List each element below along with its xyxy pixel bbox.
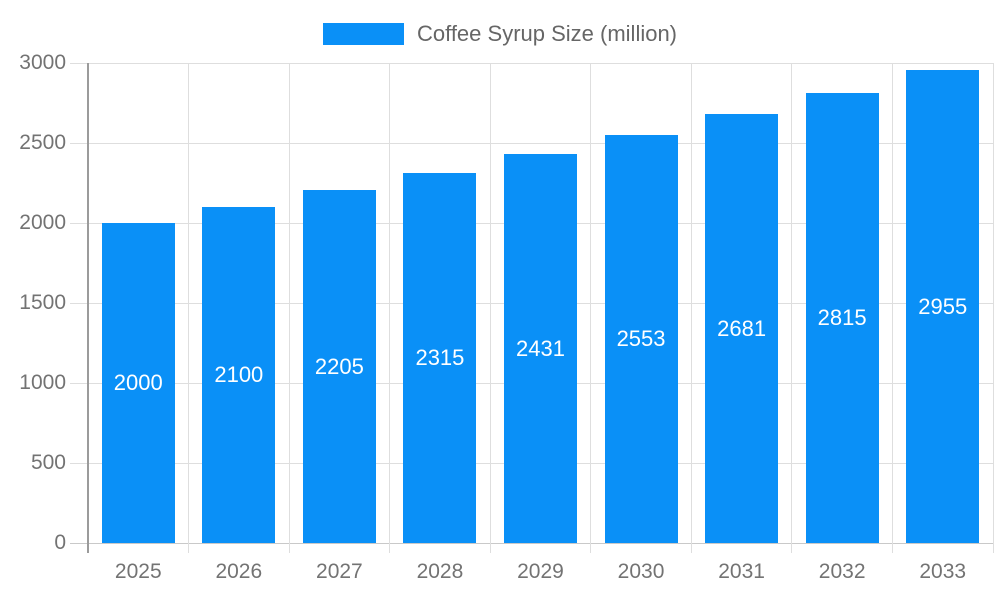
- bar-value-label: 2205: [314, 353, 364, 379]
- bar-2026: [202, 207, 276, 543]
- bar-value-label: 2681: [717, 315, 767, 341]
- bar-2033: [906, 70, 980, 543]
- legend-swatch: [322, 23, 404, 45]
- gridline-vertical: [590, 63, 592, 553]
- gridline-horizontal: [70, 142, 993, 144]
- bar-2030: [604, 134, 678, 543]
- x-tick-label: 2031: [718, 560, 765, 583]
- gridline-vertical: [188, 63, 190, 553]
- gridline-horizontal: [70, 62, 993, 64]
- y-tick-label: 2000: [19, 211, 66, 234]
- x-tick-label: 2033: [919, 560, 967, 583]
- legend-label: Coffee Syrup Size (million): [416, 21, 678, 46]
- x-tick-label: 2028: [416, 560, 464, 583]
- y-tick-label: 500: [30, 451, 66, 474]
- x-tick-label: 2029: [517, 560, 564, 583]
- y-tick-label: 3000: [19, 51, 66, 74]
- bar-2029: [504, 154, 577, 543]
- gridline-horizontal: [70, 542, 993, 544]
- gridline-vertical: [288, 63, 290, 553]
- bar-value-label: 2100: [214, 362, 264, 387]
- gridline-vertical: [489, 63, 491, 553]
- bar-value-label: 2315: [415, 344, 465, 370]
- gridline-vertical: [791, 63, 793, 553]
- bar-value-label: 2815: [817, 304, 867, 330]
- x-tick-label: 2025: [114, 560, 162, 583]
- y-axis-line: [87, 63, 89, 553]
- bar-value-label: 2000: [113, 370, 163, 395]
- x-tick-label: 2030: [617, 560, 665, 583]
- bar-2025: [101, 223, 175, 543]
- bar-value-label: 2431: [516, 335, 565, 361]
- x-tick-label: 2026: [215, 560, 263, 583]
- gridline-vertical: [992, 63, 994, 553]
- bar-value-label: 2955: [918, 293, 968, 319]
- bar-value-label: 2553: [616, 325, 666, 351]
- x-tick-label: 2032: [818, 560, 866, 583]
- y-tick-label: 1000: [19, 371, 66, 394]
- bar-2027: [302, 190, 376, 543]
- gridline-vertical: [891, 63, 893, 553]
- legend[interactable]: Coffee Syrup Size (million): [0, 21, 1000, 47]
- gridline-vertical: [389, 63, 391, 553]
- y-tick-label: 2500: [19, 131, 66, 154]
- y-tick-label: 1500: [19, 291, 66, 314]
- x-tick-label: 2027: [316, 560, 363, 583]
- bar-2032: [805, 92, 879, 543]
- gridline-vertical: [690, 63, 692, 553]
- y-tick-label: 0: [54, 531, 66, 554]
- bar-2028: [403, 172, 477, 543]
- bar-2031: [705, 114, 779, 543]
